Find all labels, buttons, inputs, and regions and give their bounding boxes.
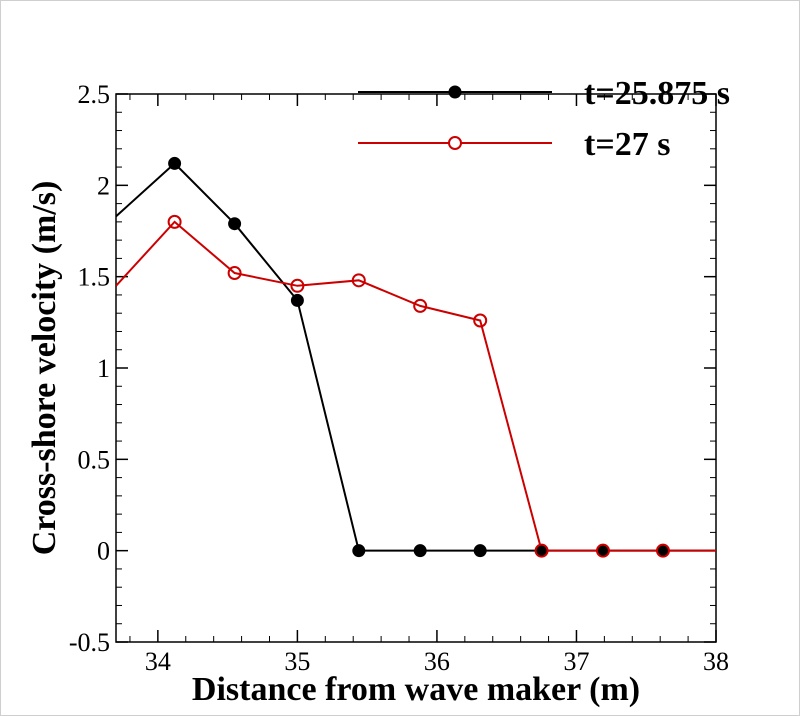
series-2-point	[290, 278, 305, 293]
x-tick-label: 37	[563, 647, 589, 676]
series-1-point	[473, 544, 487, 558]
series-2-point	[655, 543, 670, 558]
series-1-point	[413, 544, 427, 558]
series-2-point	[595, 543, 610, 558]
series-1-point	[168, 156, 182, 170]
y-tick-label: 2	[97, 171, 110, 200]
legend-label-2: t=27 s	[584, 126, 670, 163]
series-1-point	[352, 544, 366, 558]
x-axis-label: Distance from wave maker (m)	[192, 671, 640, 708]
series-2-point	[351, 273, 366, 288]
y-tick-label: -0.5	[69, 628, 110, 657]
series-line-2	[116, 220, 716, 552]
plot-frame	[115, 93, 717, 643]
series-2-point	[534, 543, 549, 558]
series-1-point	[228, 217, 242, 231]
legend-label-1: t=25.875 s	[584, 75, 730, 112]
series-2-point	[473, 313, 488, 328]
legend-marker-1	[448, 85, 462, 99]
legend-marker-2	[448, 136, 462, 150]
x-tick-label: 35	[284, 647, 310, 676]
series-line-1	[116, 162, 716, 552]
series-1-point	[290, 293, 304, 307]
y-tick-label: 1.5	[78, 263, 111, 292]
y-tick-label: 2.5	[78, 80, 111, 109]
y-axis-label: Cross-shore velocity (m/s)	[26, 181, 63, 556]
series-2-point	[167, 214, 182, 229]
y-tick-label: 1	[97, 354, 110, 383]
x-tick-label: 36	[424, 647, 450, 676]
series-2-point	[413, 298, 428, 313]
series-2-point	[227, 266, 242, 281]
y-tick-label: 0	[97, 537, 110, 566]
x-tick-label: 38	[703, 647, 729, 676]
x-tick-label: 34	[145, 647, 171, 676]
y-tick-label: 0.5	[78, 445, 111, 474]
